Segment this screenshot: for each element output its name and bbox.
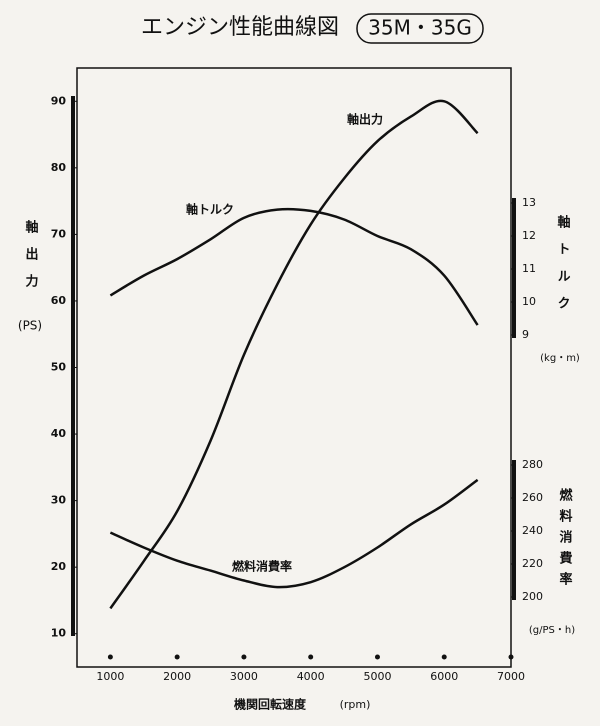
x-axis-unit: (rpm) xyxy=(340,698,371,711)
y3-tick-label: 280 xyxy=(522,458,543,471)
y3-axis-unit: (g/PS・h) xyxy=(529,625,575,636)
x-axis-title: 機関回転速度 xyxy=(234,697,307,712)
series-line xyxy=(109,478,479,589)
series-label: 軸出力 xyxy=(347,112,383,127)
y-tick-label: 80 xyxy=(51,161,67,174)
y-tick-label: 60 xyxy=(51,294,67,307)
chart-subtitle: 35M・35G xyxy=(368,16,472,40)
x-tick-label: 5000 xyxy=(363,670,391,683)
series-label: 燃料消費率 xyxy=(232,559,292,574)
y2-tick-label: 12 xyxy=(522,229,536,242)
y3-tick-label: 260 xyxy=(522,491,543,504)
y3-axis-bar xyxy=(512,460,516,600)
y-tick-label: 20 xyxy=(51,560,67,573)
y-tick-label: 40 xyxy=(51,427,67,440)
chart-title: エンジン性能曲線図 xyxy=(141,15,339,40)
y-axis-title: 軸出力 xyxy=(23,219,39,301)
x-tick-dot xyxy=(308,654,314,660)
y3-tick-label: 240 xyxy=(522,524,543,537)
y-tick-label: 10 xyxy=(51,627,67,640)
y-tick-label: 50 xyxy=(51,361,67,374)
y2-tick-label: 11 xyxy=(522,262,536,275)
series-line xyxy=(109,207,479,326)
x-tick-label: 6000 xyxy=(430,670,458,683)
x-tick-label: 7000 xyxy=(497,670,525,683)
y2-axis-unit: (kg・m) xyxy=(540,353,580,364)
y-axis-bar xyxy=(71,96,75,636)
x-tick-dot xyxy=(441,654,447,660)
x-tick-label: 3000 xyxy=(230,670,258,683)
x-tick-dot xyxy=(241,654,247,660)
y3-tick-label: 200 xyxy=(522,590,543,603)
x-tick-label: 4000 xyxy=(297,670,325,683)
x-tick-dot xyxy=(508,654,514,660)
y-tick-label: 70 xyxy=(51,227,67,240)
y2-tick-label: 13 xyxy=(522,196,536,209)
x-tick-dot xyxy=(374,654,380,660)
y2-axis-bar xyxy=(512,198,516,338)
y3-tick-label: 220 xyxy=(522,557,543,570)
y2-tick-label: 9 xyxy=(522,328,529,341)
x-tick-label: 1000 xyxy=(96,670,124,683)
y3-axis-title: 燃料消費率 xyxy=(557,487,573,593)
y-tick-label: 90 xyxy=(51,94,67,107)
x-tick-dot xyxy=(174,654,180,660)
subtitle-box xyxy=(356,13,484,44)
x-tick-label: 2000 xyxy=(163,670,191,683)
series-line xyxy=(109,99,479,610)
y-axis-unit: (PS) xyxy=(18,319,42,333)
y2-axis-title: 軸トルク xyxy=(555,214,571,323)
x-tick-dot xyxy=(107,654,113,660)
series-label: 軸トルク xyxy=(186,202,234,217)
y-tick-label: 30 xyxy=(51,494,67,507)
y2-tick-label: 10 xyxy=(522,295,536,308)
